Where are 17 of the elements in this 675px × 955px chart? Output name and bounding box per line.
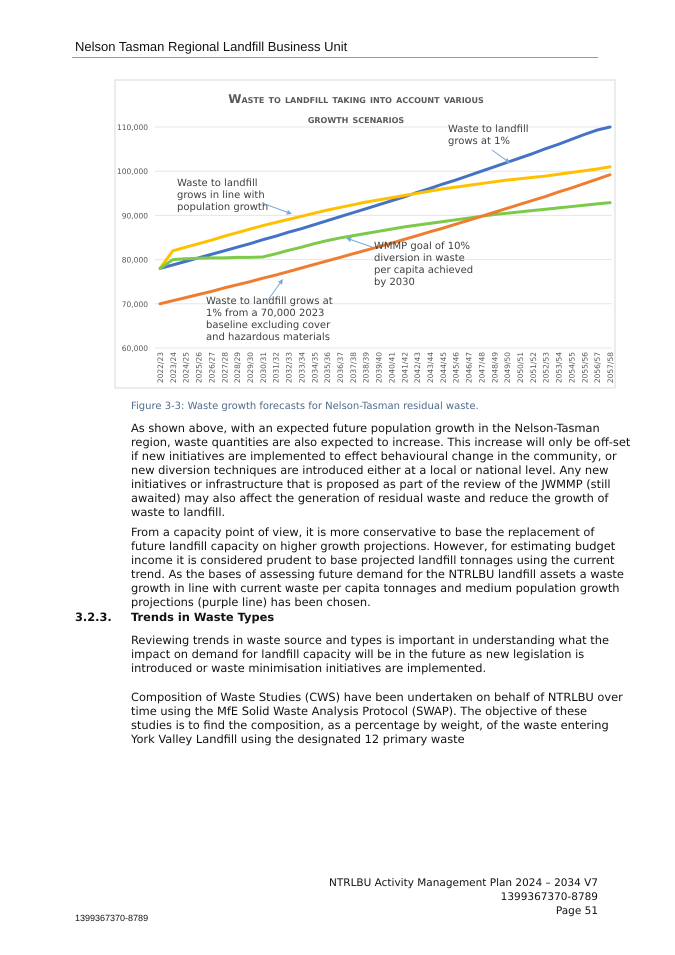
text: Page 51	[556, 904, 598, 918]
text: 1399367370-8789	[500, 890, 598, 904]
caption: Figure 3-3: Waste growth forecasts for Nelson-Tasman residual waste.	[131, 400, 479, 414]
series-label: Waste to landfill grows in line with population growth	[177, 178, 268, 213]
chart-title: Waste to landfill taking into account various growth scenarios	[228, 92, 484, 126]
text: Reviewing trends in waste source and types is important in understanding what the impact on demand for landfill capacity will be in the future as new legislation is introduced or waste minimisation initiatives are implemented.	[131, 633, 610, 675]
text: Nelson Tasman Regional Landfill Business Unit	[75, 39, 348, 54]
series-label: Waste to landfill grows at 1% from a 70,000 2023 baseline excluding cover and hazardous materials	[206, 296, 333, 343]
text: Composition of Waste Studies (CWS) have been undertaken on behalf of NTRLBU over time using the MfE Solid Waste Analysis Protocol (SWAP). The objective of these studies is to find the composition, as a percentage by weight, of the waste entering York Valley Landfill using the designated 12 primary waste	[131, 690, 624, 746]
text: Trends in Waste Types	[131, 610, 274, 624]
text: As shown above, with an expected future population growth in the Nelson-Tasman region, waste quantities are also expected to increase. This increase will only be off-set if new initiatives are implemented to effect behavioural change in the community, or new diversion techniques are introduced either at a local or national level. Any new initiatives or infrastructure that is proposed as part of the review of the JWMMP (still awaited) may also affect the generation of residual waste and reduce the growth of waste to landfill.	[131, 421, 631, 519]
line-series	[158, 173, 612, 306]
text: 3.2.3.	[75, 610, 112, 624]
text: 1399367370-8789	[75, 912, 148, 925]
series-label: Waste to landfill grows at 1%	[448, 124, 529, 147]
text: From a capacity point of view, it is more conservative to base the replacement of future landfill capacity on higher growth projections. However, for estimating budget income it is considered prudent to base projected landfill tonnages using the current trend. As the bases of assessing future demand for the NTRLBU landfill assets a waste growth in line with current waste per capita tonnages and medium population growth projections (purple line) has been chosen.	[131, 525, 625, 609]
text: NTRLBU Activity Management Plan 2024 – 2034 V7	[329, 876, 598, 890]
